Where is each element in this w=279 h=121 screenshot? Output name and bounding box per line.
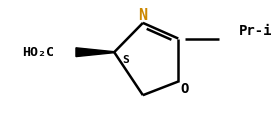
Text: O: O xyxy=(181,82,189,96)
Text: S: S xyxy=(122,55,129,65)
Text: Pr-i: Pr-i xyxy=(239,24,272,38)
Polygon shape xyxy=(76,48,114,57)
Text: N: N xyxy=(138,8,148,23)
Text: HO₂C: HO₂C xyxy=(22,46,54,59)
